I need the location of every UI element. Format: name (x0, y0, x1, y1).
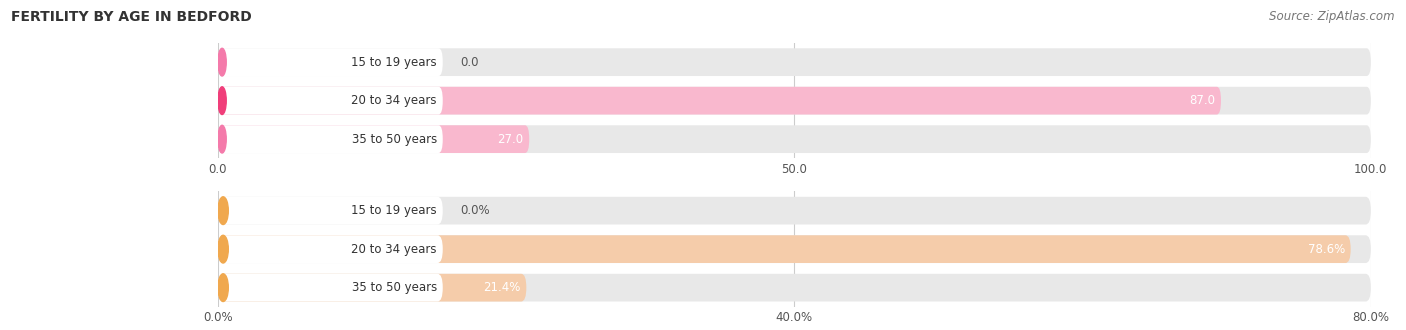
FancyBboxPatch shape (218, 125, 1371, 153)
FancyBboxPatch shape (218, 235, 1351, 263)
Circle shape (218, 235, 228, 263)
Text: 78.6%: 78.6% (1308, 243, 1346, 256)
FancyBboxPatch shape (218, 48, 443, 76)
Circle shape (218, 48, 226, 76)
Circle shape (218, 87, 226, 115)
FancyBboxPatch shape (218, 48, 1371, 76)
Circle shape (218, 125, 226, 153)
Text: 0.0%: 0.0% (460, 204, 489, 217)
Text: FERTILITY BY AGE IN BEDFORD: FERTILITY BY AGE IN BEDFORD (11, 10, 252, 24)
FancyBboxPatch shape (218, 197, 443, 224)
Text: 35 to 50 years: 35 to 50 years (352, 133, 437, 146)
FancyBboxPatch shape (218, 274, 443, 302)
Text: 15 to 19 years: 15 to 19 years (352, 56, 437, 69)
FancyBboxPatch shape (218, 274, 1371, 302)
FancyBboxPatch shape (218, 87, 443, 115)
FancyBboxPatch shape (218, 274, 526, 302)
Text: 0.0: 0.0 (460, 56, 478, 69)
Text: 15 to 19 years: 15 to 19 years (352, 204, 437, 217)
Text: 87.0: 87.0 (1189, 94, 1215, 107)
Text: 20 to 34 years: 20 to 34 years (352, 243, 437, 256)
Text: 20 to 34 years: 20 to 34 years (352, 94, 437, 107)
FancyBboxPatch shape (218, 125, 443, 153)
FancyBboxPatch shape (218, 87, 1220, 115)
Text: 35 to 50 years: 35 to 50 years (352, 281, 437, 294)
FancyBboxPatch shape (218, 87, 1371, 115)
Text: Source: ZipAtlas.com: Source: ZipAtlas.com (1270, 10, 1395, 23)
FancyBboxPatch shape (218, 197, 1371, 224)
FancyBboxPatch shape (218, 125, 529, 153)
Circle shape (218, 274, 228, 302)
Text: 21.4%: 21.4% (484, 281, 520, 294)
FancyBboxPatch shape (218, 235, 443, 263)
FancyBboxPatch shape (218, 235, 1371, 263)
Circle shape (218, 197, 228, 224)
Text: 27.0: 27.0 (498, 133, 523, 146)
